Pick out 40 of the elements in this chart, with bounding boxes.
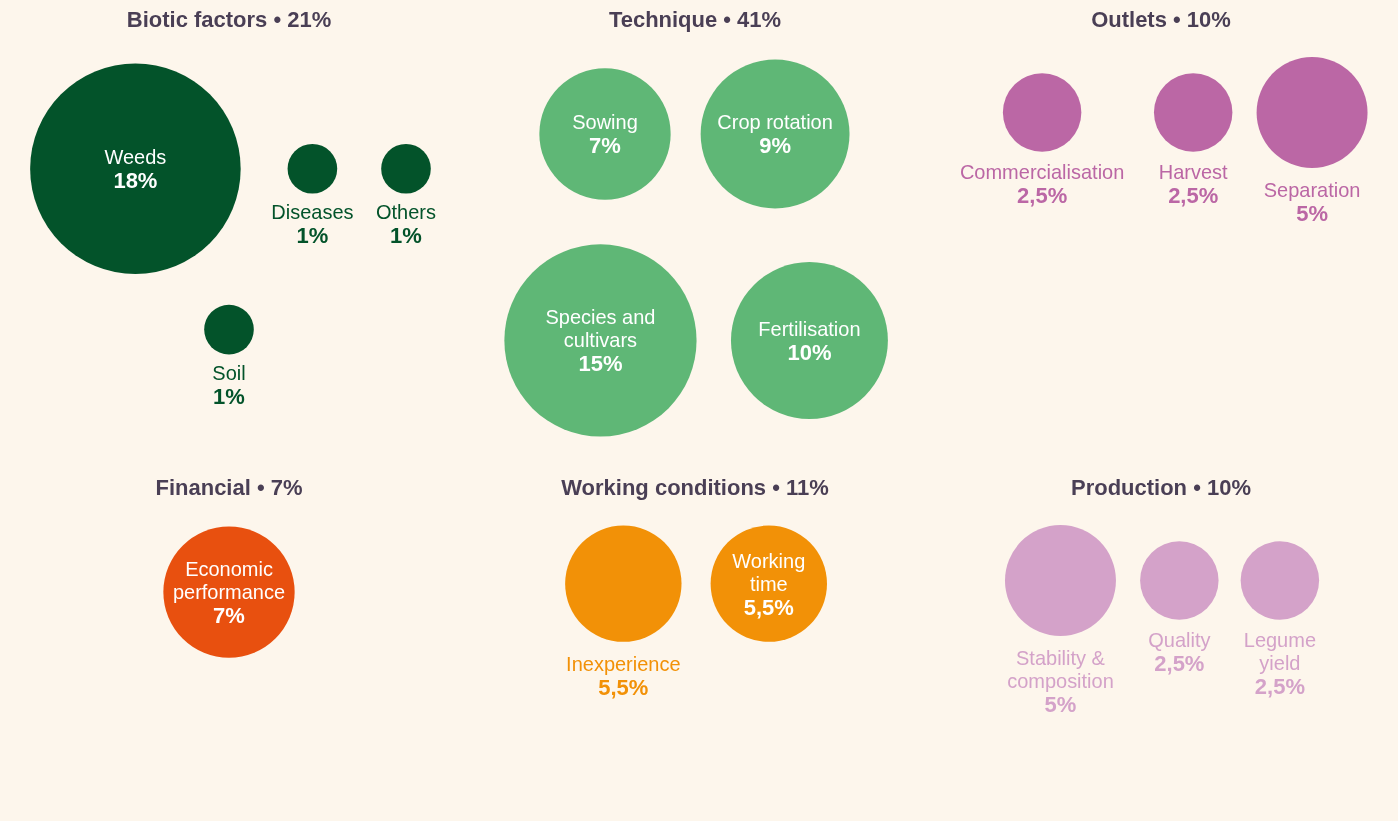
text: Technique • 41% bbox=[608, 7, 782, 32]
text: Working conditions • 11% bbox=[561, 474, 829, 500]
data-label: 7% bbox=[213, 602, 245, 628]
category-label: Legume yield bbox=[1243, 628, 1316, 674]
category-label: Quality bbox=[1148, 628, 1211, 651]
category-label: Working time bbox=[732, 549, 806, 595]
category-label: Soil bbox=[212, 361, 246, 384]
category-label: Stability & composition bbox=[1007, 647, 1114, 693]
data-label: 1% bbox=[296, 222, 329, 248]
data-label: 2,5% bbox=[1168, 182, 1219, 208]
data-label: 2,5% bbox=[1017, 182, 1068, 208]
category-label: Crop rotation bbox=[717, 111, 833, 134]
category-label: Commercialisation bbox=[959, 160, 1125, 183]
data-label: 5,5% bbox=[598, 675, 649, 701]
category-label: Fertilisation bbox=[758, 317, 861, 340]
category-label: Species and cultivars bbox=[545, 306, 656, 352]
text: Financial • 7% bbox=[155, 474, 303, 500]
text: Outlets • 10% bbox=[1091, 7, 1231, 32]
data-label: 5,5% bbox=[743, 594, 794, 620]
category-label: Others bbox=[376, 200, 436, 223]
data-label: 2,5% bbox=[1154, 650, 1205, 676]
data-label: 7% bbox=[589, 133, 621, 159]
category-label: Diseases bbox=[271, 200, 354, 223]
category-label: Inexperience bbox=[566, 653, 681, 676]
category-label: Sowing bbox=[572, 111, 638, 134]
data-label: 15% bbox=[578, 351, 623, 377]
data-label: 5% bbox=[1296, 201, 1328, 227]
category-label: Separation bbox=[1263, 179, 1361, 202]
data-label: 1% bbox=[213, 383, 245, 409]
text: Biotic factors • 21% bbox=[126, 7, 332, 32]
data-label: 5% bbox=[1044, 692, 1077, 718]
data-label: 18% bbox=[113, 168, 158, 194]
data-label: 10% bbox=[787, 339, 832, 365]
data-label: 1% bbox=[390, 222, 422, 248]
category-label: Weeds bbox=[104, 146, 167, 169]
category-label: Economic performance bbox=[172, 557, 286, 603]
text: Production • 10% bbox=[1071, 474, 1251, 500]
data-label: 9% bbox=[759, 133, 791, 159]
data-label: 2,5% bbox=[1254, 673, 1305, 699]
category-label: Harvest bbox=[1158, 160, 1229, 183]
